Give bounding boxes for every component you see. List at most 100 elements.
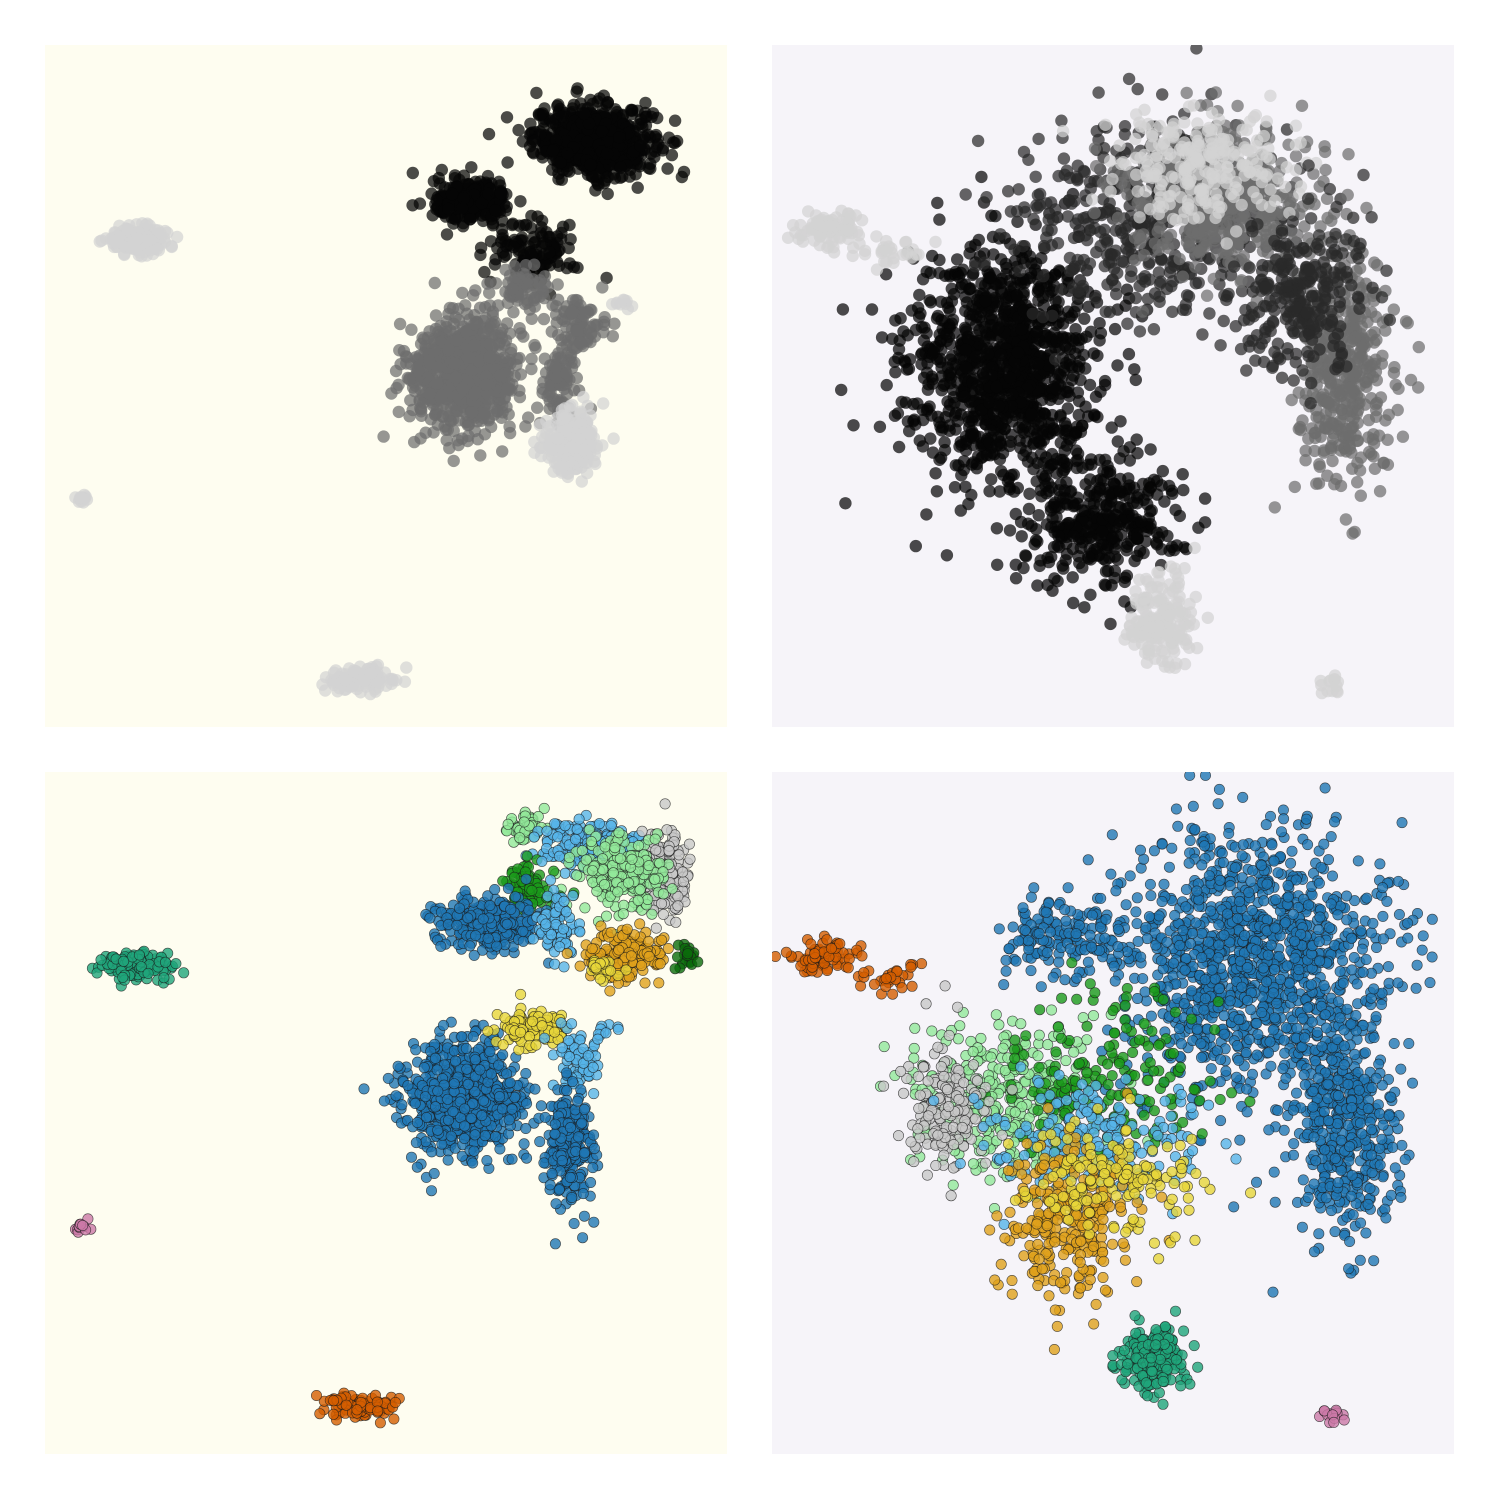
scatter-point bbox=[392, 405, 405, 419]
scatter-point bbox=[1071, 447, 1085, 460]
scatter-point bbox=[1092, 86, 1105, 99]
scatter-point bbox=[1261, 246, 1274, 259]
scatter-point bbox=[601, 187, 614, 201]
scatter-point bbox=[440, 321, 453, 334]
scatter-point bbox=[452, 314, 465, 327]
scatter-point bbox=[667, 136, 680, 149]
scatter-point bbox=[1203, 307, 1216, 320]
scatter-point bbox=[598, 311, 611, 324]
scatter-point bbox=[1030, 325, 1043, 339]
scatter-point bbox=[507, 306, 520, 319]
scatter-point bbox=[516, 135, 530, 148]
scatter-point bbox=[1018, 201, 1031, 214]
scatter-point bbox=[532, 276, 545, 289]
scatter-point bbox=[1063, 251, 1077, 265]
scatter-point bbox=[550, 371, 564, 384]
scatter-point bbox=[1082, 550, 1095, 563]
scatter-point bbox=[1108, 550, 1122, 563]
scatter-point bbox=[921, 383, 935, 396]
scatter-point bbox=[517, 267, 530, 280]
scatter-point bbox=[475, 197, 489, 210]
scatter-point bbox=[1114, 472, 1127, 486]
scatter-point bbox=[1067, 231, 1081, 245]
scatter-point bbox=[496, 228, 509, 242]
scatter-point bbox=[1063, 171, 1077, 185]
scatter-point bbox=[894, 312, 907, 325]
scatter-point bbox=[1099, 554, 1112, 567]
scatter-point bbox=[464, 212, 477, 226]
scatter-point bbox=[474, 248, 487, 262]
scatter-point bbox=[1096, 176, 1110, 190]
scatter-point bbox=[873, 420, 887, 433]
scatter-point bbox=[675, 170, 689, 184]
scatter-point bbox=[546, 144, 560, 157]
scatter-point bbox=[1067, 530, 1080, 543]
scatter-point bbox=[614, 171, 627, 184]
scatter-point bbox=[1032, 132, 1045, 146]
scatter-point bbox=[1121, 317, 1134, 330]
scatter-point bbox=[1045, 550, 1058, 564]
scatter-point bbox=[967, 456, 980, 469]
scatter-point bbox=[879, 268, 893, 281]
scatter-point bbox=[1143, 273, 1156, 286]
scatter-point bbox=[1095, 525, 1109, 538]
scatter-point bbox=[1111, 211, 1125, 225]
scatter-point bbox=[994, 348, 1008, 361]
scatter-point bbox=[889, 366, 902, 379]
scatter-point bbox=[993, 485, 1006, 498]
scatter-point bbox=[614, 161, 627, 174]
scatter-point bbox=[1046, 213, 1060, 226]
scatter-point bbox=[1082, 525, 1095, 538]
scatter-point bbox=[525, 312, 538, 325]
point-cluster-black bbox=[406, 161, 527, 241]
scatter-point bbox=[1106, 531, 1120, 545]
scatter-point bbox=[1017, 449, 1030, 462]
scatter-point bbox=[546, 163, 559, 176]
scatter-point bbox=[981, 347, 995, 360]
scatter-point bbox=[1008, 243, 1021, 256]
scatter-point bbox=[528, 291, 541, 305]
scatter-point bbox=[959, 188, 972, 201]
scatter-point bbox=[503, 269, 517, 282]
scatter-point bbox=[141, 217, 154, 230]
scatter-point bbox=[985, 209, 998, 222]
scatter-point bbox=[1152, 266, 1166, 279]
scatter-point bbox=[1108, 564, 1122, 578]
scatter-point bbox=[911, 301, 925, 314]
scatter-point bbox=[1049, 203, 1062, 216]
scatter-point bbox=[880, 378, 893, 392]
scatter-point bbox=[479, 301, 492, 314]
scatter-point bbox=[1182, 290, 1196, 303]
scatter-point bbox=[165, 240, 178, 254]
scatter-point bbox=[1091, 349, 1104, 362]
scatter-point bbox=[525, 209, 538, 223]
scatter-point bbox=[452, 302, 465, 315]
scatter-point bbox=[1118, 128, 1132, 141]
scatter-point bbox=[614, 298, 627, 311]
scatter-point bbox=[400, 661, 413, 674]
scatter-point bbox=[1207, 272, 1220, 286]
scatter-point bbox=[525, 362, 538, 376]
scatter-point bbox=[940, 328, 953, 341]
scatter-point bbox=[915, 320, 929, 334]
scatter-point bbox=[903, 353, 917, 366]
scatter-point bbox=[1284, 196, 1297, 210]
scatter-point bbox=[111, 233, 125, 246]
scatter-point bbox=[1073, 290, 1086, 303]
scatter-point bbox=[1119, 502, 1132, 515]
scatter-point bbox=[892, 343, 906, 356]
scatter-point bbox=[1104, 617, 1117, 631]
scatter-point bbox=[316, 678, 329, 691]
scatter-point bbox=[1094, 239, 1107, 253]
scatter-point bbox=[483, 338, 496, 351]
scatter-point bbox=[517, 219, 531, 232]
scatter-point bbox=[1013, 264, 1026, 278]
scatter-point bbox=[847, 419, 860, 432]
scatter-point bbox=[1131, 532, 1144, 545]
scatter-point bbox=[1128, 363, 1141, 376]
scatter-point bbox=[944, 353, 957, 366]
scatter-point bbox=[902, 362, 916, 376]
scatter-point bbox=[1130, 433, 1143, 446]
scatter-point bbox=[477, 326, 491, 339]
scatter-point bbox=[377, 430, 390, 443]
